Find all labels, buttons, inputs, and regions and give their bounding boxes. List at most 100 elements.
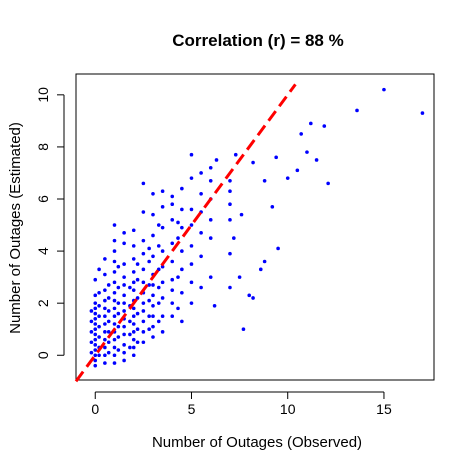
data-point [208, 275, 213, 279]
data-point [151, 314, 155, 318]
data-point [131, 314, 136, 318]
data-point [116, 285, 121, 290]
data-point [160, 280, 165, 285]
data-point [276, 246, 280, 251]
data-point [122, 262, 126, 266]
data-point [122, 275, 126, 279]
data-point [170, 277, 175, 282]
x-tick-label: 10 [280, 401, 296, 417]
data-point [116, 301, 121, 305]
y-tick-label: 10 [35, 87, 51, 103]
data-point [180, 207, 184, 212]
data-point [420, 111, 425, 115]
data-point [151, 303, 155, 308]
x-tick-label: 0 [91, 401, 99, 417]
data-point [106, 350, 111, 355]
data-point [122, 283, 126, 287]
reference-line-layer [74, 83, 297, 383]
data-point [103, 298, 107, 303]
data-point [147, 314, 151, 318]
data-point [112, 337, 117, 342]
data-point [93, 358, 98, 363]
data-point [93, 311, 98, 316]
data-point [97, 267, 101, 272]
data-point [103, 314, 107, 318]
data-point [93, 348, 98, 352]
data-point [228, 285, 232, 290]
data-point [97, 303, 101, 308]
data-point [89, 309, 94, 313]
data-point [156, 285, 161, 290]
data-point [93, 293, 98, 298]
data-point [237, 275, 242, 279]
data-point [93, 277, 98, 282]
y-tick-label: 2 [35, 299, 51, 307]
data-point [274, 155, 278, 160]
data-point [103, 345, 107, 350]
data-point [116, 348, 121, 352]
data-point [131, 280, 136, 285]
data-point [128, 332, 132, 337]
data-point [147, 298, 151, 303]
data-point [180, 290, 184, 295]
data-point [135, 296, 140, 300]
data-point [135, 327, 140, 332]
data-point [141, 267, 146, 272]
data-point [128, 345, 132, 350]
data-point [135, 262, 140, 266]
data-point [93, 306, 98, 311]
y-tick-label: 0 [35, 351, 51, 359]
data-point [180, 267, 184, 272]
data-point [116, 264, 121, 269]
data-point [112, 280, 117, 285]
data-point [103, 330, 107, 334]
data-point [93, 322, 98, 326]
data-point [208, 178, 213, 183]
data-point [180, 249, 184, 253]
data-point [141, 251, 146, 256]
y-tick-label: 8 [35, 143, 51, 151]
data-point [128, 319, 132, 324]
data-point [106, 296, 111, 300]
data-point [103, 288, 107, 292]
data-point [147, 327, 151, 332]
data-point [239, 212, 244, 217]
data-point [305, 150, 309, 154]
data-point [112, 259, 117, 264]
data-point [103, 361, 107, 365]
data-point [176, 306, 180, 311]
data-point [382, 87, 386, 92]
data-point [141, 181, 146, 186]
data-point [160, 296, 165, 300]
data-point [122, 358, 126, 363]
data-point [89, 340, 94, 345]
data-point [106, 309, 111, 313]
data-point [232, 236, 236, 240]
data-point [160, 264, 165, 269]
data-point [141, 210, 146, 214]
data-point [112, 306, 117, 311]
data-point [93, 301, 98, 305]
data-point [106, 340, 111, 345]
data-point [131, 306, 136, 311]
data-point [112, 353, 117, 358]
data-point [156, 319, 161, 324]
data-point [97, 324, 101, 329]
data-point [131, 270, 136, 274]
data-point [93, 363, 98, 368]
data-point [122, 350, 126, 355]
data-point [141, 330, 146, 334]
data-point [170, 218, 175, 222]
data-point [189, 280, 194, 285]
data-point [122, 293, 126, 298]
data-point [151, 324, 155, 329]
data-point [170, 301, 175, 305]
data-point [112, 290, 117, 295]
data-point [199, 285, 203, 290]
data-point [89, 350, 94, 355]
data-point [97, 290, 101, 295]
data-point [106, 319, 111, 324]
data-point [112, 314, 117, 318]
data-point [199, 231, 203, 235]
data-point [112, 322, 117, 326]
